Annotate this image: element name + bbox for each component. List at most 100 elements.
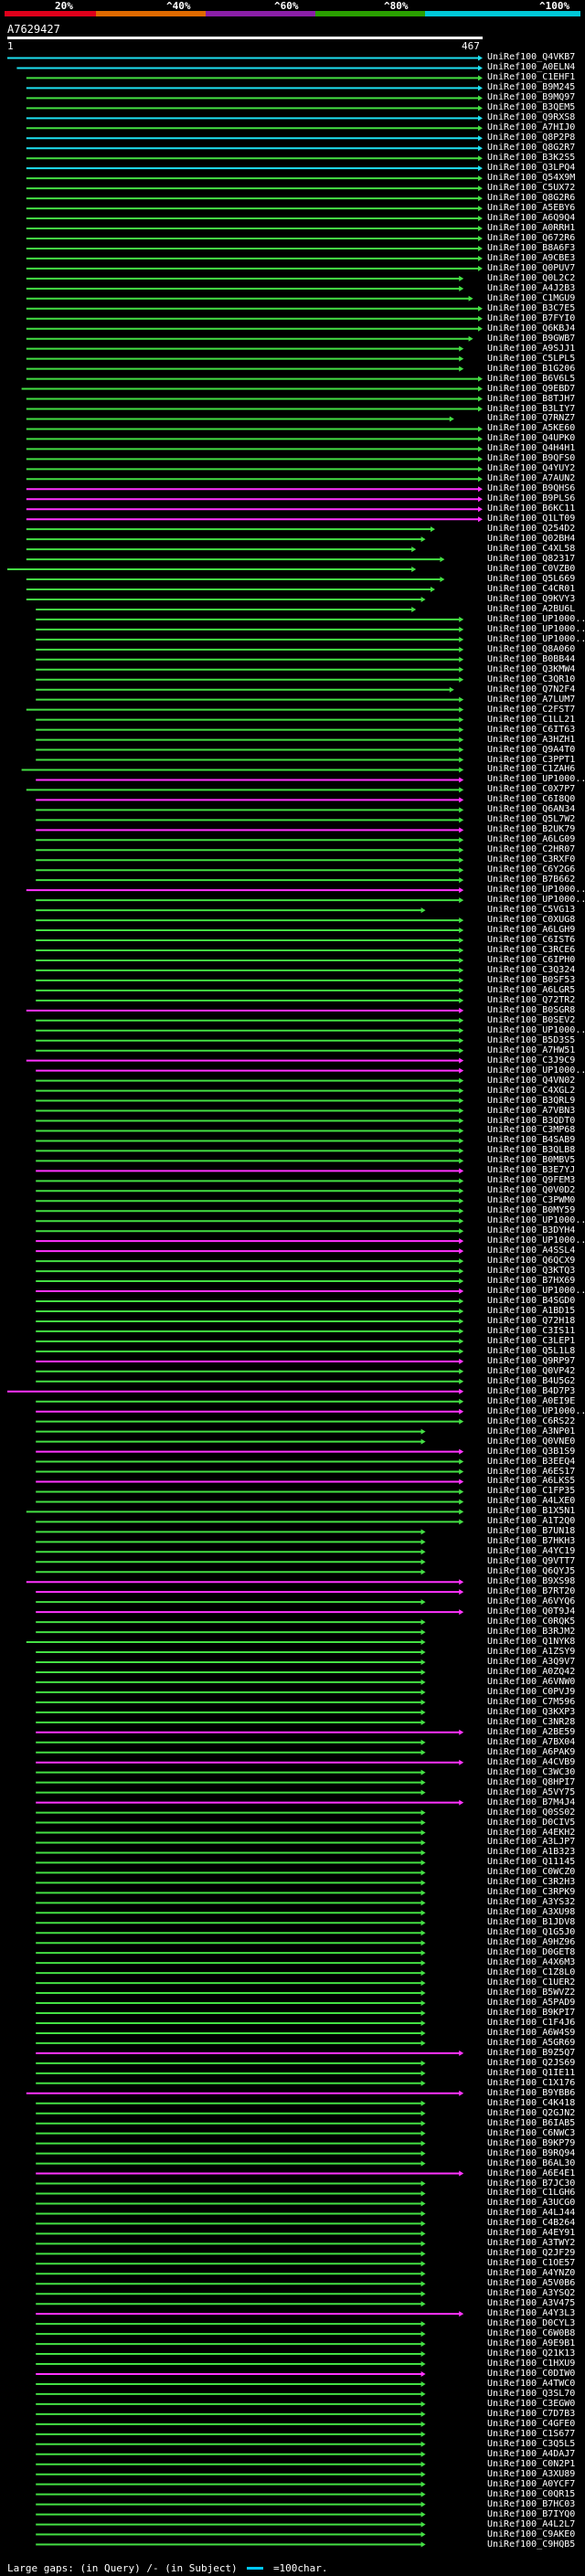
hit-label[interactable]: UniRef100_C3WC30 <box>487 1766 576 1777</box>
hit-label[interactable]: UniRef100_A7LUM7 <box>487 694 576 705</box>
hit-label[interactable]: UniRef100_Q4VKB7 <box>487 52 576 63</box>
hit-label[interactable]: UniRef100_C1F4J6 <box>487 2017 576 2028</box>
hit-label[interactable]: UniRef100_UP1000.. <box>487 774 585 785</box>
hit-label[interactable]: UniRef100_B9GWB7 <box>487 333 576 344</box>
hit-label[interactable]: UniRef100_A3YSQ2 <box>487 2288 576 2299</box>
hit-label[interactable]: UniRef100_B7JC30 <box>487 2178 576 2189</box>
hit-label[interactable]: UniRef100_B7RT20 <box>487 1586 576 1597</box>
hit-label[interactable]: UniRef100_UP1000.. <box>487 1235 585 1246</box>
hit-label[interactable]: UniRef100_UP1000.. <box>487 1286 585 1297</box>
hit-label[interactable]: UniRef100_A6VNW0 <box>487 1676 576 1687</box>
hit-label[interactable]: UniRef100_C4XL58 <box>487 544 576 555</box>
hit-label[interactable]: UniRef100_A0YCF7 <box>487 2478 576 2489</box>
hit-label[interactable]: UniRef100_Q6QYJ5 <box>487 1566 576 1577</box>
hit-label[interactable]: UniRef100_C6IST6 <box>487 935 576 945</box>
hit-label[interactable]: UniRef100_A6ES17 <box>487 1466 576 1477</box>
hit-label[interactable]: UniRef100_UP1000.. <box>487 1024 585 1035</box>
hit-label[interactable]: UniRef100_C1LGH6 <box>487 2188 576 2199</box>
hit-label[interactable]: UniRef100_C3RCE6 <box>487 944 576 955</box>
hit-label[interactable]: UniRef100_A6LGH9 <box>487 925 576 936</box>
hit-label[interactable]: UniRef100_Q72TR2 <box>487 994 576 1005</box>
hit-label[interactable]: UniRef100_B7IYQ0 <box>487 2508 576 2519</box>
hit-label[interactable]: UniRef100_C3EGW0 <box>487 2398 576 2409</box>
hit-label[interactable]: UniRef100_A6LGR5 <box>487 984 576 995</box>
hit-label[interactable]: UniRef100_C0DIW0 <box>487 2368 576 2379</box>
hit-label[interactable]: UniRef100_B7HKH3 <box>487 1536 576 1547</box>
hit-label[interactable]: UniRef100_B8TJH7 <box>487 393 576 404</box>
hit-label[interactable]: UniRef100_C7M596 <box>487 1696 576 1707</box>
hit-label[interactable]: UniRef100_B9RQ94 <box>487 2147 576 2158</box>
hit-label[interactable]: UniRef100_UP1000.. <box>487 633 585 644</box>
hit-label[interactable]: UniRef100_C3J9C9 <box>487 1055 576 1065</box>
hit-label[interactable]: UniRef100_Q4UPK0 <box>487 433 576 444</box>
hit-label[interactable]: UniRef100_Q54X9M <box>487 173 576 184</box>
hit-label[interactable]: UniRef100_Q254D2 <box>487 524 576 535</box>
hit-label[interactable]: UniRef100_B7HX69 <box>487 1276 576 1287</box>
hit-label[interactable]: UniRef100_A0ZQ42 <box>487 1666 576 1677</box>
hit-label[interactable]: UniRef100_C6IT63 <box>487 724 576 735</box>
hit-label[interactable]: UniRef100_A4YNZ0 <box>487 2268 576 2279</box>
hit-label[interactable]: UniRef100_B5WVZ2 <box>487 1988 576 1998</box>
hit-label[interactable]: UniRef100_C1UER2 <box>487 1977 576 1988</box>
hit-label[interactable]: UniRef100_A1ZSY9 <box>487 1647 576 1658</box>
hit-label[interactable]: UniRef100_A6Q9Q4 <box>487 213 576 224</box>
hit-label[interactable]: UniRef100_Q4H4H1 <box>487 443 576 454</box>
hit-label[interactable]: UniRef100_C1ZAH6 <box>487 764 576 775</box>
hit-label[interactable]: UniRef100_A4CVB9 <box>487 1756 576 1767</box>
hit-label[interactable]: UniRef100_B9PLS6 <box>487 493 576 504</box>
hit-label[interactable]: UniRef100_B4SAB9 <box>487 1135 576 1146</box>
hit-label[interactable]: UniRef100_C9HQB5 <box>487 2539 576 2549</box>
hit-label[interactable]: UniRef100_B3QLB8 <box>487 1145 576 1156</box>
hit-label[interactable]: UniRef100_C1EHF1 <box>487 72 576 83</box>
hit-label[interactable]: UniRef100_Q0VP42 <box>487 1365 576 1376</box>
hit-label[interactable]: UniRef100_A3XU98 <box>487 1907 576 1918</box>
hit-label[interactable]: UniRef100_A4LXE0 <box>487 1496 576 1507</box>
hit-label[interactable]: UniRef100_B1G206 <box>487 363 576 374</box>
hit-label[interactable]: UniRef100_Q8G2R7 <box>487 143 576 154</box>
hit-label[interactable]: UniRef100_B7UN18 <box>487 1526 576 1537</box>
hit-label[interactable]: UniRef100_B0SGR8 <box>487 1004 576 1015</box>
hit-label[interactable]: UniRef100_C3QR10 <box>487 673 576 684</box>
hit-label[interactable]: UniRef100_Q0L2C2 <box>487 272 576 283</box>
hit-label[interactable]: UniRef100_B2UK79 <box>487 824 576 835</box>
hit-label[interactable]: UniRef100_Q11145 <box>487 1857 576 1868</box>
hit-label[interactable]: UniRef100_A2BU6L <box>487 603 576 614</box>
hit-label[interactable]: UniRef100_B9XS98 <box>487 1576 576 1587</box>
hit-label[interactable]: UniRef100_B9MQ97 <box>487 92 576 103</box>
hit-label[interactable]: UniRef100_B9QHS6 <box>487 483 576 494</box>
hit-label[interactable]: UniRef100_A3UCG0 <box>487 2198 576 2209</box>
hit-label[interactable]: UniRef100_A4TWC0 <box>487 2378 576 2389</box>
hit-label[interactable]: UniRef100_C3R2H3 <box>487 1877 576 1888</box>
hit-label[interactable]: UniRef100_A1B323 <box>487 1847 576 1858</box>
hit-label[interactable]: UniRef100_A4L2L7 <box>487 2518 576 2529</box>
hit-label[interactable]: UniRef100_A5VY75 <box>487 1786 576 1797</box>
hit-label[interactable]: UniRef100_Q1IE11 <box>487 2067 576 2078</box>
hit-label[interactable]: UniRef100_Q5L669 <box>487 574 576 585</box>
hit-label[interactable]: UniRef100_A4Y3L3 <box>487 2308 576 2319</box>
hit-label[interactable]: UniRef100_B0BB44 <box>487 653 576 664</box>
hit-label[interactable]: UniRef100_C7D7B3 <box>487 2408 576 2419</box>
hit-label[interactable]: UniRef100_A4X6M3 <box>487 1957 576 1968</box>
hit-label[interactable]: UniRef100_Q8G2R6 <box>487 193 576 204</box>
hit-label[interactable]: UniRef100_Q0SS02 <box>487 1807 576 1818</box>
hit-label[interactable]: UniRef100_B0SF53 <box>487 974 576 985</box>
hit-label[interactable]: UniRef100_Q7RNZ7 <box>487 413 576 424</box>
hit-label[interactable]: UniRef100_C0X7P7 <box>487 784 576 795</box>
hit-label[interactable]: UniRef100_B1JDV8 <box>487 1917 576 1928</box>
hit-label[interactable]: UniRef100_Q9A4T0 <box>487 744 576 755</box>
hit-label[interactable]: UniRef100_Q2JF29 <box>487 2248 576 2259</box>
hit-label[interactable]: UniRef100_A3XU89 <box>487 2468 576 2479</box>
hit-label[interactable]: UniRef100_A9E9B1 <box>487 2338 576 2349</box>
hit-label[interactable]: UniRef100_B3LIY7 <box>487 403 576 414</box>
hit-label[interactable]: UniRef100_B3DYH4 <box>487 1225 576 1236</box>
hit-label[interactable]: UniRef100_Q2GJN2 <box>487 2107 576 2118</box>
hit-label[interactable]: UniRef100_Q0PUV7 <box>487 262 576 273</box>
hit-label[interactable]: UniRef100_A4DAJ7 <box>487 2448 576 2459</box>
hit-label[interactable]: UniRef100_Q9RXS8 <box>487 112 576 123</box>
hit-label[interactable]: UniRef100_B1X5N1 <box>487 1506 576 1517</box>
hit-label[interactable]: UniRef100_B6V6L5 <box>487 373 576 384</box>
hit-label[interactable]: UniRef100_A3NP01 <box>487 1426 576 1436</box>
hit-label[interactable]: UniRef100_Q6AN34 <box>487 804 576 815</box>
hit-label[interactable]: UniRef100_Q3SL70 <box>487 2388 576 2399</box>
hit-label[interactable]: UniRef100_C3PWM0 <box>487 1195 576 1206</box>
